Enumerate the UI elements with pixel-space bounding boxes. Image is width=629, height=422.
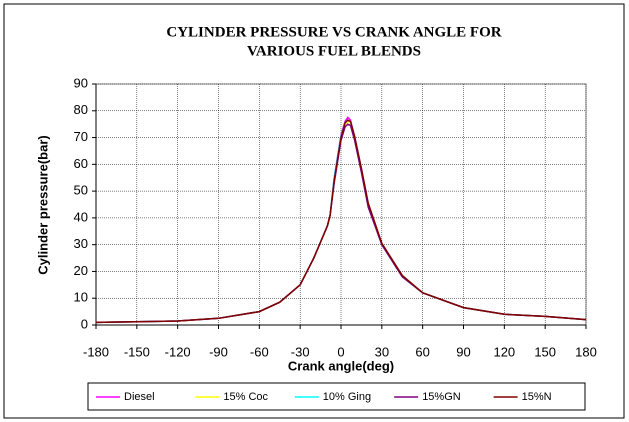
y-tick-label: 70: [74, 129, 88, 144]
chart-title: CYLINDER PRESSURE VS CRANK ANGLE FOR: [166, 24, 501, 40]
x-tick-label: 150: [534, 344, 556, 359]
legend-label: 15% Coc: [223, 391, 268, 403]
x-tick-label: -150: [124, 344, 150, 359]
x-tick-label: 0: [337, 344, 344, 359]
y-tick-label: 60: [74, 156, 88, 171]
y-tick-label: 40: [74, 209, 88, 224]
y-axis-title: Cylinder pressure(bar): [35, 135, 50, 274]
x-axis-title: Crank angle(deg): [288, 358, 394, 373]
x-tick-label: -60: [250, 344, 269, 359]
legend-label: 10% Ging: [323, 391, 371, 403]
x-tick-label: -120: [165, 344, 191, 359]
x-tick-label: 120: [493, 344, 515, 359]
y-tick-label: 10: [74, 290, 88, 305]
x-tick-label: 180: [575, 344, 597, 359]
legend-label: Diesel: [124, 391, 155, 403]
x-tick-label: 90: [456, 344, 470, 359]
y-tick-label: 90: [74, 75, 88, 90]
x-tick-label: -90: [209, 344, 228, 359]
legend-label: 15%N: [522, 391, 552, 403]
x-tick-label: -180: [83, 344, 109, 359]
x-tick-label: 60: [415, 344, 429, 359]
y-tick-label: 80: [74, 102, 88, 117]
x-tick-label: -30: [291, 344, 310, 359]
y-tick-label: 20: [74, 263, 88, 278]
y-tick-label: 0: [81, 316, 88, 331]
series-line: [95, 119, 587, 324]
y-tick-label: 30: [74, 236, 88, 251]
y-tick-label: 50: [74, 183, 88, 198]
legend-label: 15%GN: [422, 391, 461, 403]
chart-title: VARIOUS FUEL BLENDS: [247, 43, 421, 59]
x-tick-label: 30: [375, 344, 389, 359]
